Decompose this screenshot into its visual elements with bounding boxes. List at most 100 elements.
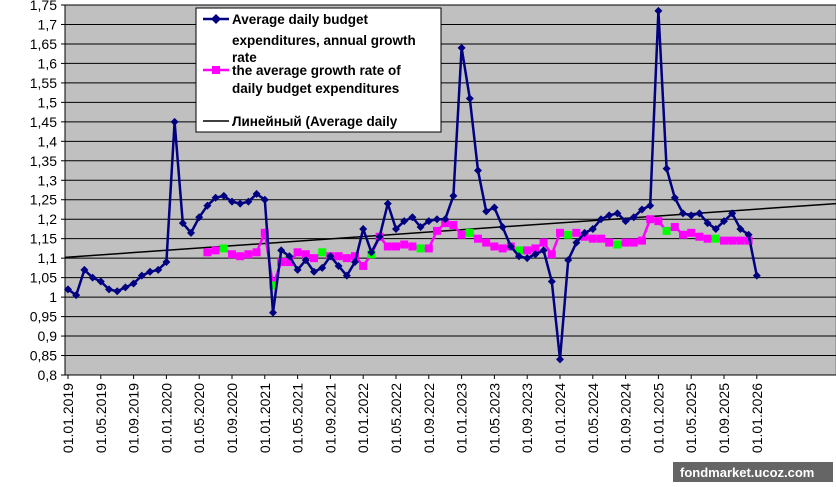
series-annual-growth-point <box>351 258 359 267</box>
series-growth-rate-point <box>219 244 228 253</box>
series-annual-growth-point <box>211 193 220 202</box>
series-annual-growth-point <box>293 265 302 274</box>
series-growth-rate-point <box>342 254 351 263</box>
series-growth-rate-point <box>736 236 745 245</box>
series-growth-rate-point <box>564 230 573 239</box>
series-annual-growth-point <box>638 205 646 214</box>
series-growth-rate-point <box>474 234 482 243</box>
series-annual-growth-point <box>244 197 253 206</box>
series-annual-growth-point <box>457 43 466 52</box>
series-annual-growth-point <box>195 213 204 222</box>
watermark-bg <box>673 462 833 482</box>
legend-trend-label: Линейный (Average daily <box>232 114 398 129</box>
series-annual-growth-point <box>88 273 97 282</box>
series-growth-rate-point <box>236 252 245 261</box>
series-growth-rate-point <box>293 248 302 257</box>
series-annual-growth-point <box>547 277 556 286</box>
series-growth-rate-point <box>572 228 581 237</box>
series-annual-growth-point <box>720 217 728 226</box>
grid-layer <box>64 4 836 376</box>
series-growth-rate-point <box>203 248 212 257</box>
watermark-text: fondmarket.ucoz.com <box>680 465 814 480</box>
series-growth-rate-point <box>277 258 286 267</box>
series-annual-growth-point <box>269 308 277 317</box>
y-tick-label: 1,55 <box>30 75 57 91</box>
series-annual-growth-point <box>662 164 671 173</box>
series-growth-rate-point <box>392 242 400 251</box>
legend-series1-label-line3: rate <box>232 50 257 65</box>
series-annual-growth-point <box>392 224 400 233</box>
x-tick-label: 01.05.2024 <box>585 383 601 453</box>
series-growth-rate-point <box>515 246 523 255</box>
x-tick-label: 01.09.2021 <box>322 383 338 453</box>
series-annual-growth-point <box>80 265 89 274</box>
series-growth-rate-point <box>629 238 638 247</box>
series-annual-growth-point <box>531 250 540 259</box>
series-annual-growth-point <box>441 215 450 224</box>
x-tick-label: 01.05.2019 <box>93 383 109 453</box>
series-growth-rate-point <box>490 242 499 251</box>
series-annual-growth-point <box>465 94 474 103</box>
series-annual-growth-point <box>433 215 441 224</box>
series-annual-growth-point <box>556 355 564 364</box>
series-annual-growth-point <box>711 224 720 233</box>
x-tick-label: 01.01.2021 <box>257 383 273 453</box>
series-growth-rate-point <box>703 234 712 243</box>
series-growth-rate-point <box>597 234 605 243</box>
series-growth-rate-point <box>728 236 737 245</box>
series-annual-growth-point <box>334 261 343 270</box>
series-annual-growth-point <box>654 6 663 15</box>
series-growth-rate-point <box>654 217 663 226</box>
y-tick-label: 0,85 <box>30 348 57 364</box>
y-tick-label: 1,65 <box>30 36 57 52</box>
series-annual-growth-point <box>178 219 187 228</box>
y-tick-label: 1,15 <box>30 231 57 247</box>
series-annual-growth-point <box>539 246 548 255</box>
y-tick-label: 1,75 <box>30 0 57 13</box>
series-growth-rate-point <box>588 234 597 243</box>
series-annual-growth-point <box>498 223 507 231</box>
series-growth-rate-point <box>211 246 220 255</box>
series-annual-growth-point <box>679 209 687 218</box>
series-growth-rate-point <box>383 242 392 251</box>
x-tick-label: 01.09.2022 <box>421 383 437 453</box>
series-annual-growth-point <box>752 271 761 280</box>
series-annual-growth-point <box>416 223 425 231</box>
series-growth-rate-point <box>720 236 728 245</box>
series-annual-growth-point <box>670 193 679 202</box>
y-tick-label: 0,9 <box>38 328 58 344</box>
y-tick-label: 1,45 <box>30 114 57 130</box>
x-tick-label: 01.09.2023 <box>519 383 535 453</box>
series-growth-rate-point <box>424 244 433 253</box>
series-growth-rate-point <box>539 238 548 247</box>
series-growth-rate-point <box>228 250 236 259</box>
series-annual-growth-point <box>408 213 417 222</box>
series-annual-growth-point <box>449 191 458 200</box>
x-tick-label: 01.05.2022 <box>388 383 404 453</box>
series-annual-growth-point <box>129 279 138 288</box>
series-annual-growth-point <box>613 209 622 218</box>
legend-series1-marker <box>211 14 221 24</box>
series-growth-rate-point <box>465 228 474 237</box>
series-annual-growth-point <box>342 271 351 280</box>
legend-series1-label-line2: expenditures, annual growth <box>232 33 416 48</box>
x-tick-label: 01.01.2023 <box>454 383 470 453</box>
y-tick-label: 1,3 <box>38 172 58 188</box>
legend-series2-marker <box>212 66 220 74</box>
series-annual-growth-point <box>490 203 499 212</box>
series-growth-rate-point <box>638 236 646 245</box>
series-annual-growth-point <box>400 217 409 226</box>
series-growth-rate-point <box>400 240 409 249</box>
legend: Average daily budget expenditures, annua… <box>195 7 442 133</box>
series-annual-growth-point <box>326 252 335 261</box>
y-tick-label: 1,2 <box>38 211 58 227</box>
series-annual-growth-point <box>580 228 589 237</box>
series-growth-rate-point <box>351 252 359 261</box>
x-tick-label: 01.01.2026 <box>749 383 765 453</box>
series-annual-growth-point <box>506 242 515 251</box>
series-growth-rate-point <box>621 238 630 247</box>
series-annual-growth-point <box>621 217 630 226</box>
series-annual-growth-point <box>228 197 236 206</box>
